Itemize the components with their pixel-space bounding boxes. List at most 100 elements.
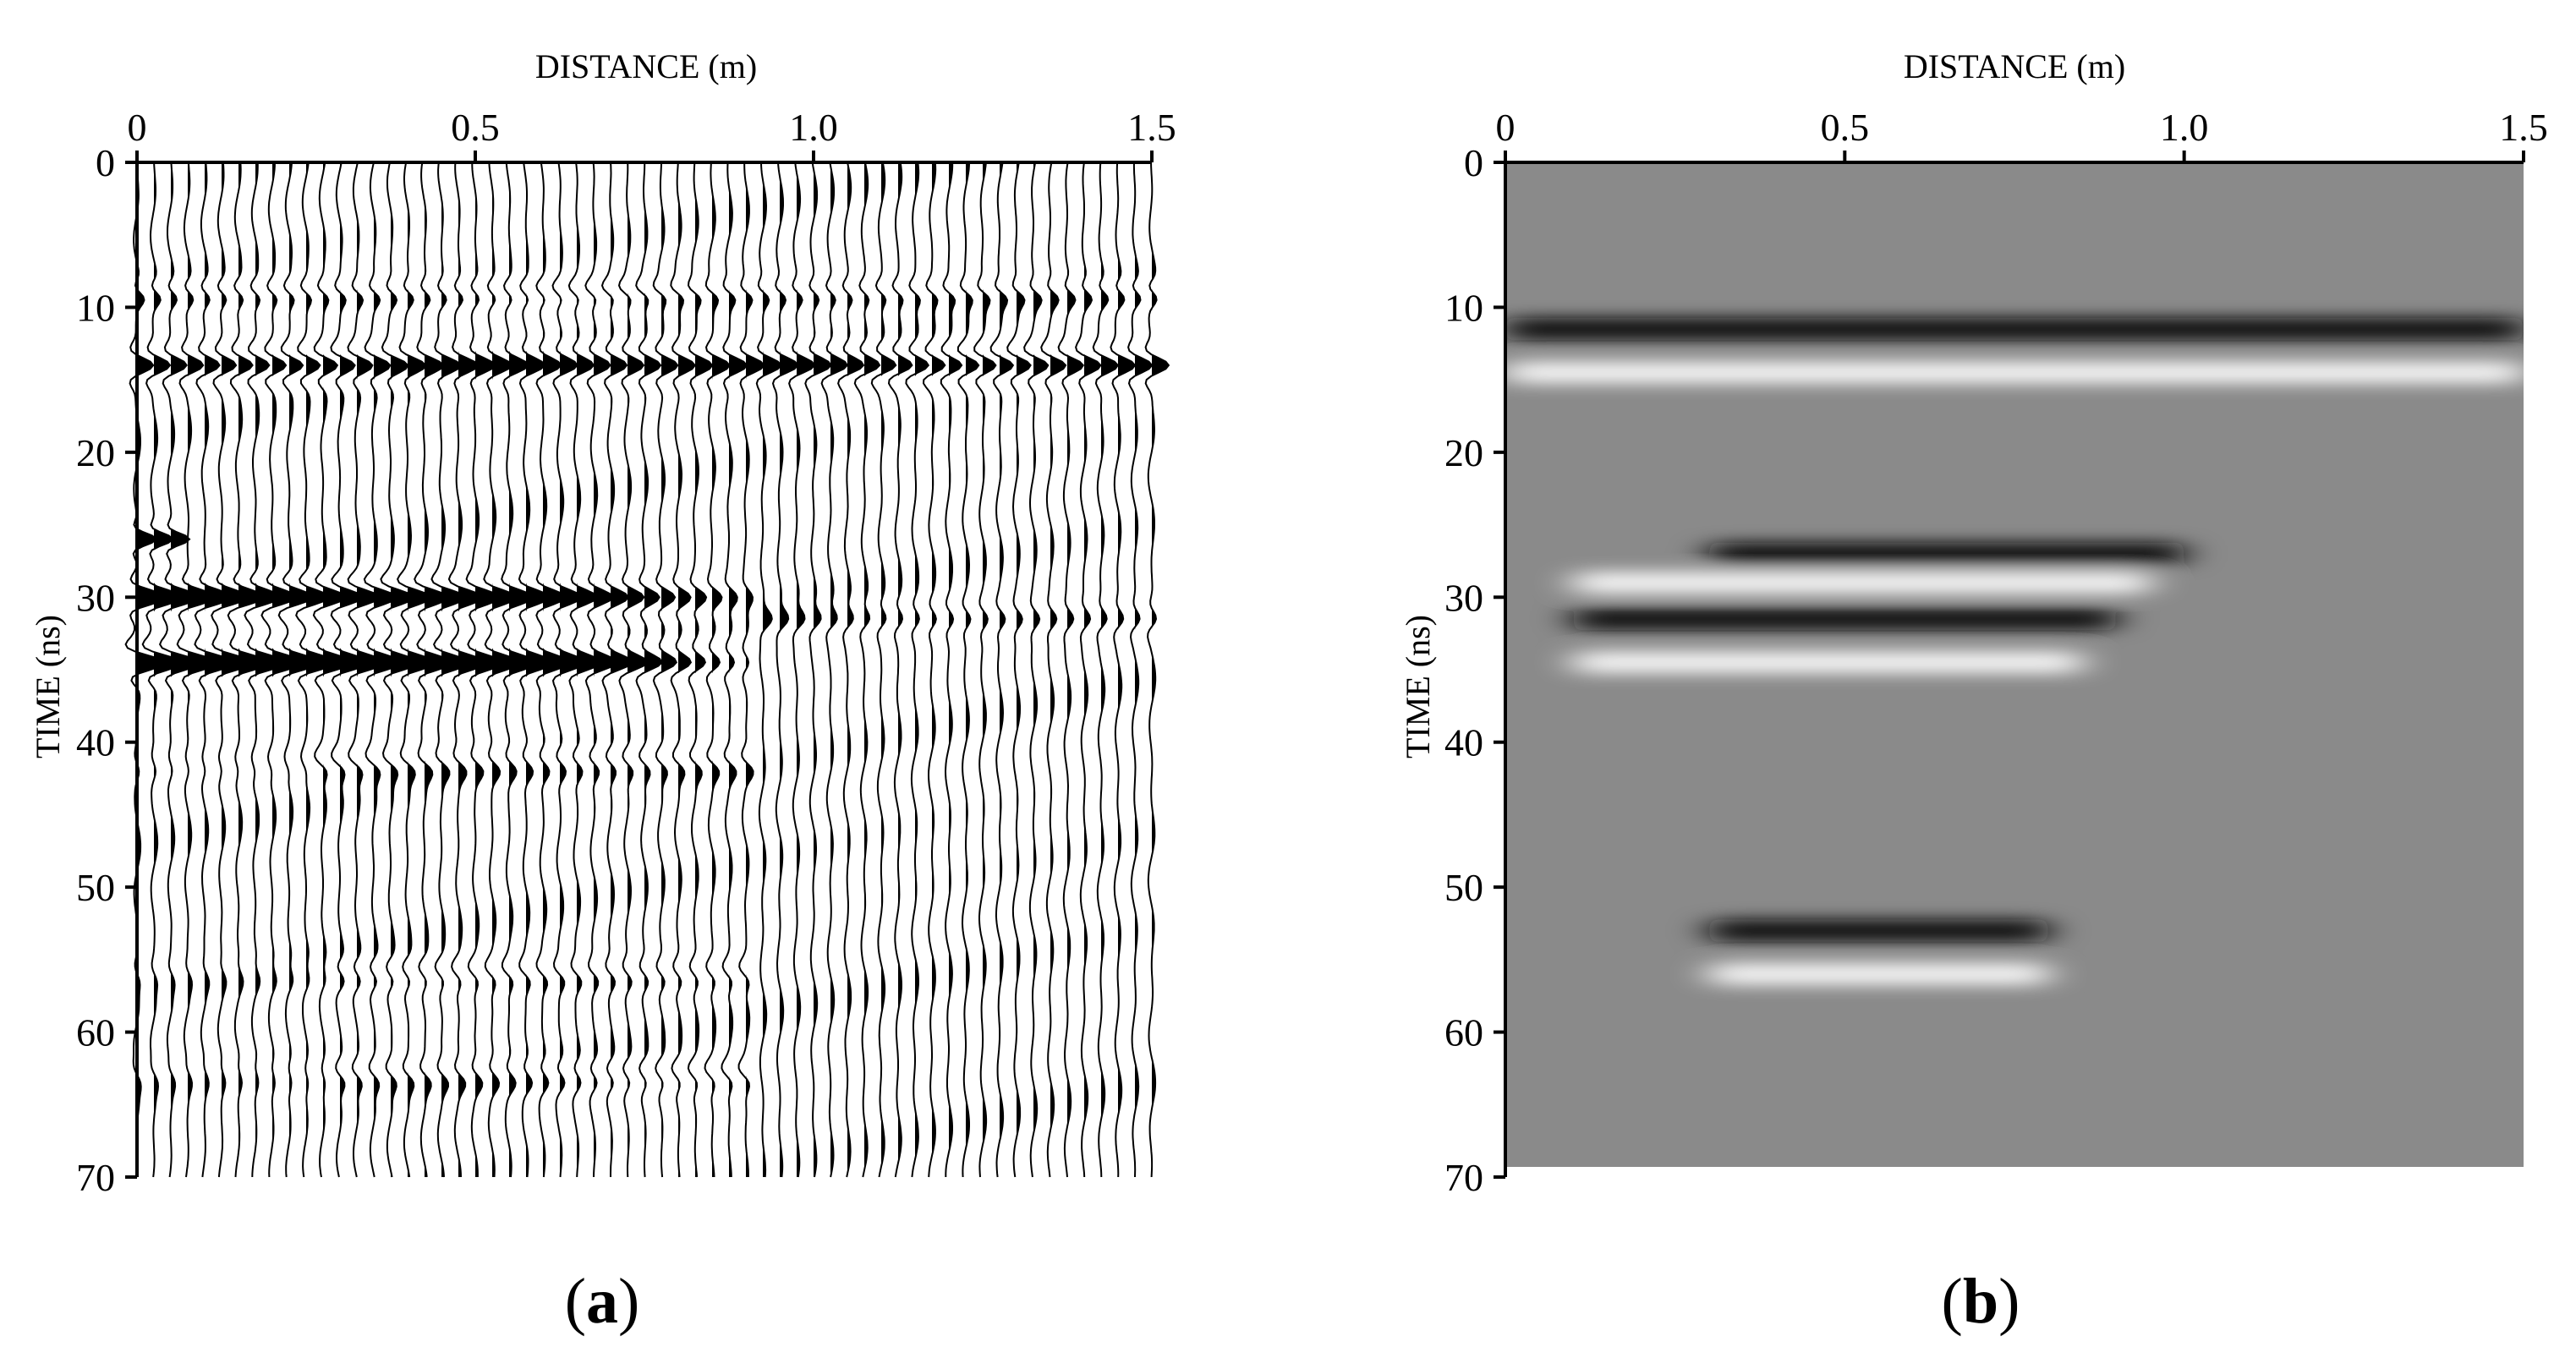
heatmap-band-dark [1505,318,2524,341]
wiggle-trace [652,162,679,1178]
wiggle-trace [158,162,202,1178]
a-x-tick-label: 0 [128,106,147,149]
panel-b-x-axis-label: DISTANCE (m) [1904,47,2125,85]
b-y-tick-label: 0 [1464,141,1483,184]
wiggle-trace [1144,162,1170,1178]
wiggle-trace-fill [881,162,896,1177]
heatmap-band-dark [1573,608,2117,630]
wiggle-trace-fill [1000,162,1013,1177]
panel-b-x-ticks: 0 0.5 1.0 1.5 [1496,106,2548,162]
wiggle-trace-fill [932,162,945,1177]
wiggle-trace-fill [695,162,713,1177]
wiggle-trace-fill [830,162,847,1177]
a-x-tick-label: 1.0 [789,106,838,149]
b-y-tick-label: 70 [1444,1156,1483,1199]
wiggle-trace [973,162,997,1178]
wiggle-trace-fill [611,162,633,1177]
wiggle-trace-fill [1033,162,1049,1177]
wiggle-trace-fill [864,162,880,1177]
wiggle-trace [277,162,322,1178]
wiggle-trace [447,162,488,1178]
b-x-tick-label: 1.5 [2499,106,2548,149]
wiggle-trace-fill [1050,162,1066,1177]
wiggle-trace-fill [154,162,183,1177]
wiggle-trace-fill [560,162,586,1177]
b-x-tick-label: 0 [1496,106,1515,149]
wiggle-trace [430,162,471,1178]
wiggle-trace-fill [1067,162,1083,1177]
heatmap-band-light [1505,361,2524,384]
wiggle-trace [551,162,588,1178]
wiggle-trace [194,162,237,1178]
wiggle-trace-fill [763,162,781,1177]
wiggle-trace-fill [289,162,321,1177]
wiggle-trace-fill [966,162,979,1177]
wiggle-trace [347,162,387,1178]
wiggle-trace-fill [780,162,798,1177]
wiggle-trace-fill [272,162,304,1177]
wiggle-trace [260,162,305,1178]
wiggle-trace-fill [797,162,814,1177]
wiggle-trace [922,162,946,1178]
a-y-tick-label: 70 [76,1156,115,1199]
panel-a-y-axis-label: TIME (ns) [29,615,67,758]
wiggle-trace [721,162,748,1178]
wiggle-trace-fill [255,162,288,1177]
wiggle-trace-fill [729,162,747,1177]
wiggle-trace-fill [306,162,337,1177]
wiggle-trace-fill [577,162,602,1177]
wiggle-trace-fill [712,162,730,1177]
wiggle-trace-fill [983,162,996,1177]
wiggle-trace-fill [425,162,453,1177]
wiggle-trace-fill [814,162,831,1177]
wiggle-trace [518,162,556,1178]
wiggle-trace-fill [137,162,166,1177]
a-y-tick-label: 60 [76,1011,115,1054]
wiggle-trace [483,162,522,1178]
wiggle-trace [363,162,404,1178]
wiggle-trace [737,162,765,1177]
panel-b-heatmap-plot: DISTANCE (m) TIME (ns) 0 0.5 1.0 1.5 0 10 20 3… [1399,47,2548,1199]
a-y-tick-label: 10 [76,286,115,329]
a-y-tick-label: 40 [76,721,115,764]
wiggle-trace [567,162,603,1178]
wiggle-trace [1057,162,1085,1178]
wiggle-trace [141,162,184,1178]
panel-b-y-axis-label: TIME (ns) [1399,615,1437,758]
a-y-tick-label: 50 [76,866,115,909]
wiggle-trace [1092,162,1120,1178]
wiggle-trace [837,162,865,1178]
b-y-tick-label: 50 [1444,866,1483,909]
wiggle-trace-fill [458,162,487,1177]
b-y-tick-label: 20 [1444,431,1483,474]
panel-b-y-ticks: 0 10 20 30 40 50 60 70 [1444,141,1505,1199]
wiggle-trace [788,162,816,1178]
panel-a-axes [135,161,1152,1177]
panel-b-axes [1504,161,2524,1177]
wiggle-trace [940,162,963,1177]
a-y-tick-label: 0 [96,141,115,184]
b-x-tick-label: 1.0 [2160,106,2209,149]
heatmap-band-dark [1708,542,2184,565]
wiggle-trace [227,162,271,1178]
wiggle-trace [176,162,220,1178]
a-y-tick-label: 30 [76,576,115,619]
wiggle-trace [887,162,913,1178]
wiggle-trace [687,162,714,1178]
wiggle-trace [670,162,696,1178]
wiggle-trace [1110,162,1137,1178]
wiggle-trace [1040,162,1067,1178]
a-x-tick-label: 0.5 [451,106,500,149]
heatmap-band-light [1573,572,2151,594]
wiggle-trace-fill [391,162,419,1177]
wiggle-trace [211,162,255,1178]
b-y-tick-label: 30 [1444,576,1483,619]
wiggle-trace [771,162,799,1178]
wiggle-trace-fill [628,162,648,1177]
wiggle-trace [414,162,454,1178]
wiggle-trace-fill [915,162,929,1177]
wiggle-trace-fill [847,162,863,1177]
panel-label-a: (a) [565,1266,640,1337]
wiggle-trace [584,162,619,1178]
